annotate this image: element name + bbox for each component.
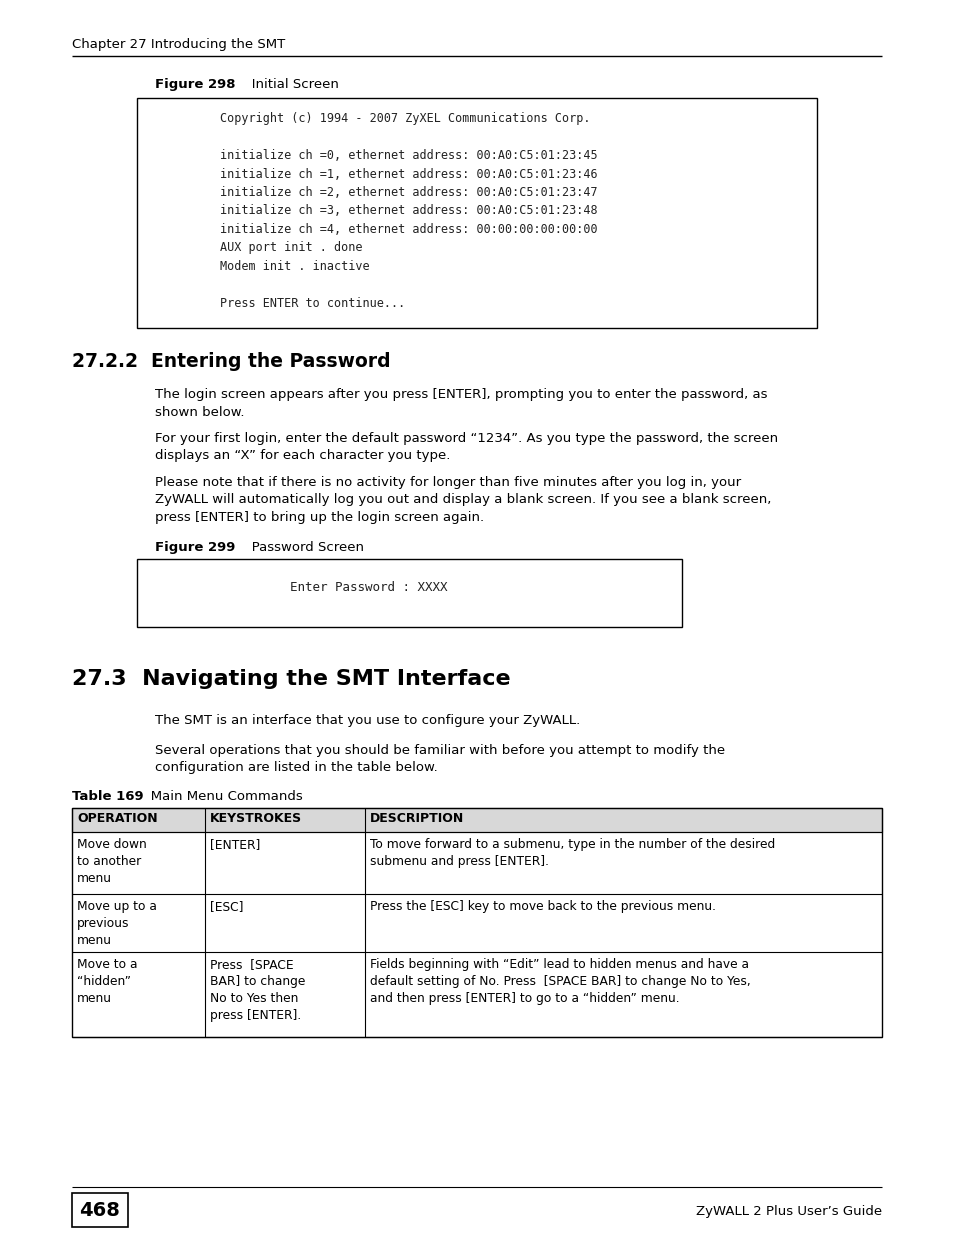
Text: ZyWALL 2 Plus User’s Guide: ZyWALL 2 Plus User’s Guide — [695, 1204, 882, 1218]
Text: Press the [ESC] key to move back to the previous menu.: Press the [ESC] key to move back to the … — [370, 900, 716, 913]
Text: Chapter 27 Introducing the SMT: Chapter 27 Introducing the SMT — [71, 38, 285, 51]
Text: DESCRIPTION: DESCRIPTION — [370, 811, 464, 825]
Text: 468: 468 — [79, 1200, 120, 1219]
Text: Main Menu Commands: Main Menu Commands — [138, 790, 302, 803]
Text: Press  [SPACE
BAR] to change
No to Yes then
press [ENTER].: Press [SPACE BAR] to change No to Yes th… — [210, 958, 305, 1023]
Text: 27.2.2  Entering the Password: 27.2.2 Entering the Password — [71, 352, 390, 370]
Bar — [71, 808, 882, 1037]
Text: To move forward to a submenu, type in the number of the desired
submenu and pres: To move forward to a submenu, type in th… — [370, 839, 775, 868]
Text: Table 169: Table 169 — [71, 790, 144, 803]
Bar — [71, 808, 882, 832]
Text: Move up to a
previous
menu: Move up to a previous menu — [77, 900, 156, 947]
Text: Password Screen: Password Screen — [239, 541, 364, 555]
Bar — [137, 98, 816, 329]
Text: The login screen appears after you press [ENTER], prompting you to enter the pas: The login screen appears after you press… — [154, 388, 767, 419]
Text: Enter Password : XXXX: Enter Password : XXXX — [290, 580, 447, 594]
Text: Please note that if there is no activity for longer than five minutes after you : Please note that if there is no activity… — [154, 475, 771, 524]
Text: The SMT is an interface that you use to configure your ZyWALL.: The SMT is an interface that you use to … — [154, 714, 579, 727]
Text: [ENTER]: [ENTER] — [210, 839, 260, 851]
Text: Initial Screen: Initial Screen — [239, 78, 338, 91]
Text: Move to a
“hidden”
menu: Move to a “hidden” menu — [77, 958, 137, 1005]
Text: 27.3  Navigating the SMT Interface: 27.3 Navigating the SMT Interface — [71, 669, 510, 689]
Text: Fields beginning with “Edit” lead to hidden menus and have a
default setting of : Fields beginning with “Edit” lead to hid… — [370, 958, 750, 1005]
Text: Copyright (c) 1994 - 2007 ZyXEL Communications Corp.

initialize ch =0, ethernet: Copyright (c) 1994 - 2007 ZyXEL Communic… — [220, 112, 597, 310]
Bar — [71, 1193, 128, 1228]
Text: [ESC]: [ESC] — [210, 900, 243, 913]
Text: Figure 299: Figure 299 — [154, 541, 235, 555]
Text: Several operations that you should be familiar with before you attempt to modify: Several operations that you should be fa… — [154, 743, 724, 774]
Text: KEYSTROKES: KEYSTROKES — [210, 811, 302, 825]
Bar — [137, 559, 681, 627]
Text: Figure 298: Figure 298 — [154, 78, 235, 91]
Text: For your first login, enter the default password “1234”. As you type the passwor: For your first login, enter the default … — [154, 432, 778, 462]
Text: OPERATION: OPERATION — [77, 811, 157, 825]
Text: Move down
to another
menu: Move down to another menu — [77, 839, 147, 885]
